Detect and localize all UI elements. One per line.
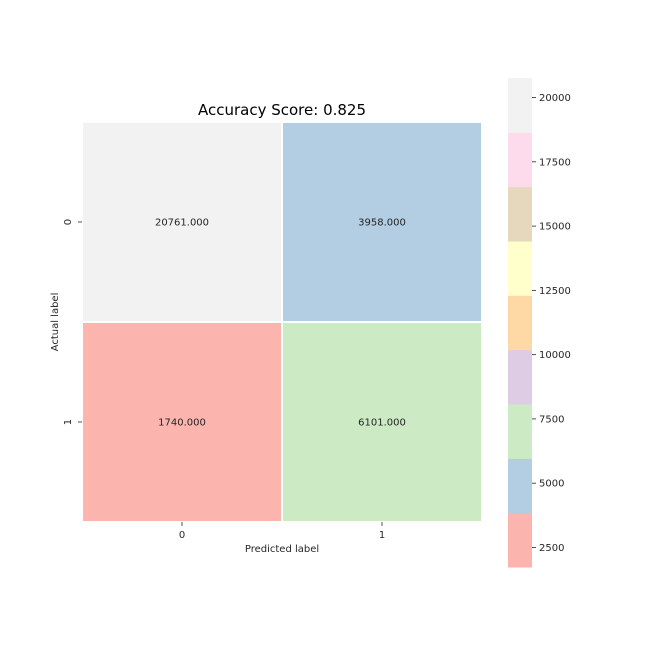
y-tick-label: 1 xyxy=(63,419,74,425)
heatmap-cells: 20761.000 3958.000 1740.000 6101.000 xyxy=(81,121,483,523)
colorbar-segment xyxy=(508,132,532,188)
colorbar-tick-label: 7500 xyxy=(539,414,564,425)
chart-title: Accuracy Score: 0.825 xyxy=(198,101,366,119)
cell-value-label: 3958.000 xyxy=(358,218,406,229)
axis-ticks: 0 1 0 1 xyxy=(63,219,385,541)
heatmap-cell-0-0 xyxy=(81,121,283,323)
colorbar-tick-label: 12500 xyxy=(539,286,571,297)
colorbar-segment xyxy=(508,78,532,133)
heatmap-cell-0-1 xyxy=(281,121,483,323)
cell-value-label: 6101.000 xyxy=(358,418,406,429)
colorbar-tick-label: 5000 xyxy=(539,479,564,490)
colorbar-segment xyxy=(508,295,532,351)
colorbar-tick-label: 15000 xyxy=(539,222,571,233)
colorbar-segment xyxy=(508,512,532,568)
colorbar-tick-label: 17500 xyxy=(539,157,571,168)
colorbar-tick-label: 20000 xyxy=(539,93,571,104)
heatmap-cell-1-0 xyxy=(81,321,283,523)
colorbar: 2500 5000 7500 10000 12500 15000 17500 20000 xyxy=(508,78,571,568)
colorbar-segment xyxy=(508,349,532,405)
cell-value-label: 20761.000 xyxy=(155,218,209,229)
colorbar-tick-label: 10000 xyxy=(539,350,571,361)
colorbar-segment xyxy=(508,404,532,459)
x-axis-label: Predicted label xyxy=(245,544,319,555)
colorbar-segment xyxy=(508,458,532,514)
colorbar-segment xyxy=(508,186,532,242)
cell-value-label: 1740.000 xyxy=(158,418,206,429)
colorbar-segment xyxy=(508,241,532,296)
x-tick-label: 0 xyxy=(179,530,185,541)
colorbar-tick-label: 2500 xyxy=(539,543,564,554)
y-tick-label: 0 xyxy=(63,219,74,225)
y-axis-label: Actual label xyxy=(50,293,61,352)
heatmap-cell-1-1 xyxy=(281,321,483,523)
x-tick-label: 1 xyxy=(379,530,385,541)
